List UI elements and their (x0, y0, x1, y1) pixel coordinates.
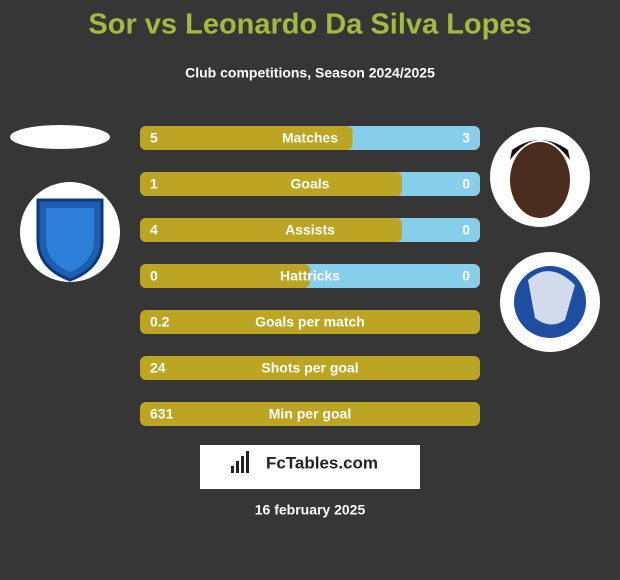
left-value: 0 (150, 268, 158, 284)
bar-track (140, 310, 480, 334)
player-photo (490, 127, 590, 227)
brand: FcTables.com (266, 453, 378, 472)
bar-left (140, 172, 402, 196)
date: 16 february 2025 (255, 502, 366, 518)
genk-logo (20, 182, 120, 282)
bar-left (140, 126, 353, 150)
row-label: Goals per match (255, 314, 365, 330)
left-value: 0.2 (150, 314, 170, 330)
bar-track (140, 356, 480, 380)
right-value: 0 (462, 222, 470, 238)
right-value: 0 (462, 268, 470, 284)
bar-left (140, 218, 402, 242)
subtitle: Club competitions, Season 2024/2025 (185, 65, 435, 81)
row-label: Matches (282, 130, 338, 146)
row-label: Goals (291, 176, 330, 192)
bar-track (140, 402, 480, 426)
left-value: 1 (150, 176, 158, 192)
row-label: Hattricks (280, 268, 340, 284)
right-value: 0 (462, 176, 470, 192)
right-value: 3 (462, 130, 470, 146)
row-label: Shots per goal (261, 360, 358, 376)
bar-left (140, 264, 310, 288)
left-value: 5 (150, 130, 158, 146)
blank-badge (10, 125, 110, 149)
left-value: 631 (150, 406, 174, 422)
left-value: 4 (150, 222, 158, 238)
title: Sor vs Leonardo Da Silva Lopes (88, 9, 531, 41)
brand-icon (231, 451, 249, 473)
row-label: Min per goal (269, 406, 351, 422)
row-label: Assists (285, 222, 335, 238)
left-value: 24 (150, 360, 166, 376)
gent-logo (500, 252, 600, 352)
